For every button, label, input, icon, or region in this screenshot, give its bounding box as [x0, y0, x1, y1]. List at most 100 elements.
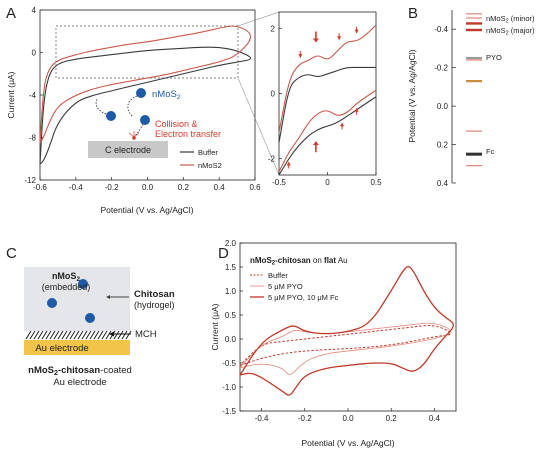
c-mch-label: MCH — [135, 329, 157, 340]
mch-molecule — [81, 330, 88, 340]
diffusion-path — [95, 97, 107, 115]
panel-d-title: nMoS2-chitosan on flat Au — [250, 256, 348, 267]
c-electrode — [88, 141, 168, 158]
spike-arrowhead-icon — [354, 107, 359, 112]
y-tick-label: 0.0 — [437, 102, 449, 111]
mch-molecule — [89, 330, 96, 340]
y-tick-label: 0 — [32, 49, 37, 58]
c-electrode-label: C electrode — [105, 145, 151, 155]
mch-molecule — [85, 330, 92, 340]
spike-arrowhead-icon — [298, 54, 303, 59]
nmos2-particle — [140, 115, 150, 125]
y-tick-label: 0.4 — [437, 179, 449, 188]
series-zoom-buffer-reverse — [278, 96, 377, 176]
embedded-nmos2-particle — [78, 279, 88, 289]
y-tick-label: 0.2 — [437, 141, 449, 150]
series-d-pyo-line — [239, 322, 451, 375]
x-tick-label: -0.2 — [298, 414, 312, 423]
x-tick-label: 0.4 — [214, 183, 226, 192]
y-tick-label: -4 — [29, 91, 37, 100]
x-tick-label: -0.5 — [272, 178, 286, 187]
panel-b-y-label: Potential (V vs. Ag/AgCl) — [407, 49, 417, 142]
spark-icon — [128, 131, 140, 140]
mch-molecule — [125, 330, 132, 340]
legend-d-pyo-label: 5 μM PYO — [268, 282, 303, 291]
mch-molecule — [117, 330, 124, 340]
panel-a-x-label: Potential (V vs. Ag/AgCl) — [100, 205, 193, 215]
panel-letter-b: B — [408, 5, 418, 22]
mch-molecule — [121, 330, 128, 340]
mch-molecule — [93, 330, 100, 340]
spike-arrowhead-icon — [340, 122, 345, 127]
panel-c-schematic: nMoS2 (embedded) Chitosan (hydrogel) MCH… — [24, 267, 175, 388]
legend-b-fc-label: Fc — [486, 147, 495, 156]
panel-d-y-label: Current (μA) — [210, 303, 220, 350]
mch-molecule — [41, 330, 48, 340]
panel-letter-c: C — [6, 245, 17, 262]
c-nmos2-label: nMoS2 — [52, 271, 81, 283]
embedded-nmos2-particle — [47, 298, 57, 308]
mch-pointer-arrowhead — [109, 331, 114, 337]
mch-molecule — [73, 330, 80, 340]
y-tick-label: 0 — [271, 90, 276, 99]
legend-b-minor-label: nMoS2 (minor) — [486, 14, 535, 25]
x-tick-label: 0.4 — [429, 414, 441, 423]
mch-molecule — [29, 330, 36, 340]
inset-collision-label: Collision & — [155, 119, 198, 129]
mch-molecule — [61, 330, 68, 340]
mch-molecule — [33, 330, 40, 340]
mch-molecule — [69, 330, 76, 340]
spike-arrowhead-icon — [286, 161, 291, 166]
x-tick-label: -0.6 — [33, 183, 47, 192]
x-tick-label: 0.0 — [142, 183, 154, 192]
inset-electron-transfer-label: Electron transfer — [155, 129, 221, 139]
x-tick-label: 0.0 — [342, 414, 354, 423]
mch-molecule — [49, 330, 56, 340]
x-tick-label: -0.2 — [105, 183, 119, 192]
panel-a-inset-schematic: nMoS2 Collision & Electron transfer C el… — [88, 88, 221, 158]
y-tick-label: 1.0 — [225, 287, 237, 296]
c-caption-line1: nMoS2-chitosan-coated — [28, 365, 132, 377]
panel-a-main-chart: -0.6 -0.4 -0.2 0.0 0.2 0.4 0.6 -12 -8 -4 0 4 Potent… — [6, 6, 280, 215]
diffusion-path — [127, 95, 138, 117]
legend-a-buffer-label: Buffer — [198, 148, 218, 157]
diffusion-path — [133, 123, 144, 138]
panel-a-zoom-box — [55, 25, 239, 79]
chitosan-pointer-arrowhead — [106, 295, 110, 299]
c-chitosan-label: Chitosan — [134, 289, 175, 300]
spike-arrowhead-icon — [312, 38, 319, 43]
series-a-buffer-line — [39, 46, 252, 165]
spike-arrowhead-icon — [312, 141, 319, 146]
nmos2-particle — [136, 88, 146, 98]
panel-letter-d: D — [218, 245, 229, 262]
series-zoom-nmos2-forward — [278, 24, 377, 133]
y-tick-label: 0.0 — [225, 335, 237, 344]
mch-molecule — [105, 330, 112, 340]
inset-nmos2-label: nMoS2 — [152, 89, 181, 101]
zoom-connector-top — [237, 11, 280, 27]
y-tick-label: 2.0 — [225, 239, 237, 248]
mch-molecule — [57, 330, 64, 340]
y-tick-label: -0.2 — [434, 64, 448, 73]
y-tick-label: -1.0 — [222, 383, 236, 392]
y-tick-label: -2 — [268, 155, 276, 164]
panel-d-x-label: Potential (V vs. Ag/AgCl) — [301, 438, 394, 448]
x-tick-label: -0.4 — [255, 414, 269, 423]
x-tick-label: 0.5 — [370, 178, 382, 187]
c-hydrogel-label: (hydrogel) — [134, 300, 175, 310]
zoom-connector-bottom — [237, 77, 280, 176]
series-a-nmos2-line — [39, 25, 252, 144]
panel-a-zoom-chart: -0.5 0 0.5 -2 0 2 — [268, 11, 382, 187]
mch-molecule — [37, 330, 44, 340]
mch-molecule — [113, 330, 120, 340]
c-au-electrode-label: Au electrode — [35, 343, 88, 354]
panel-a-y-label: Current (μA) — [6, 71, 16, 118]
y-tick-label: 1.5 — [225, 263, 237, 272]
embedded-nmos2-particle — [85, 313, 95, 323]
legend-d-pyofc-label: 5 μM PYO, 10 μM Fc — [268, 293, 339, 302]
legend-a-nmos2-label: nMoS2 — [198, 161, 222, 170]
mch-layer — [25, 330, 132, 340]
y-tick-label: -0.5 — [222, 359, 236, 368]
x-tick-label: 0 — [325, 178, 330, 187]
